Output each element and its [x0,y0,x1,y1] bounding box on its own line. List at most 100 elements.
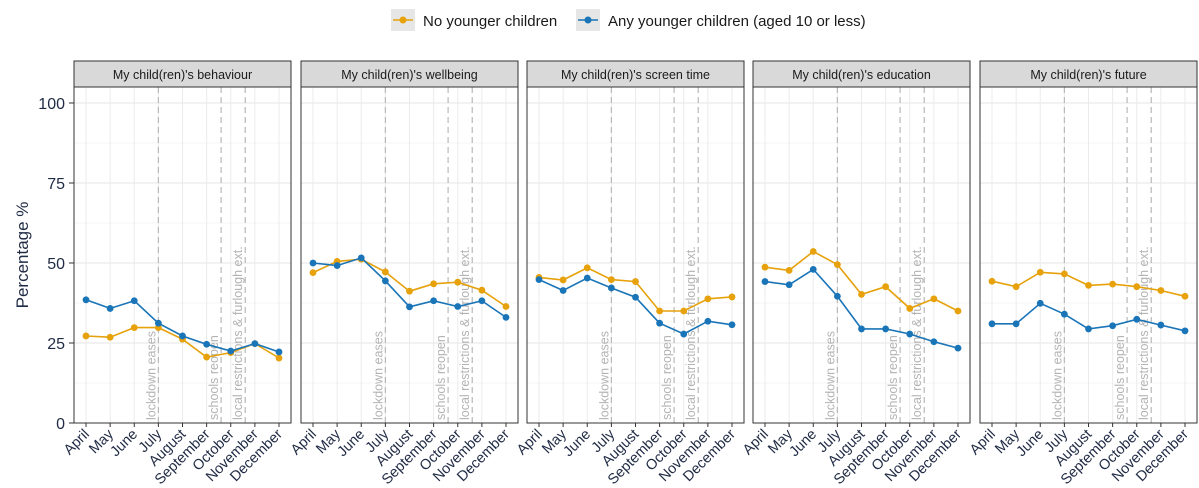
event-label-lockdown-eases: lockdown eases [597,331,611,420]
data-point [704,317,712,325]
data-point [656,307,664,315]
data-point [1133,315,1141,323]
event-label-local-restrictions-furlough-ext: local restrictions & furlough ext. [1137,246,1151,420]
panel-title: My child(ren)'s education [792,68,931,82]
data-point [309,269,317,276]
data-point [761,278,769,285]
event-label-lockdown-eases: lockdown eases [144,331,158,420]
data-point [1036,268,1044,276]
event-label-local-restrictions-furlough-ext: local restrictions & furlough ext. [231,246,245,420]
legend-key-marker [399,16,407,24]
data-point [1060,310,1068,318]
panel-my-child-ren-s-wellbeing: My child(ren)'s wellbeing lockdown eases s… [288,60,519,488]
panel-strip [300,60,519,88]
data-point [607,276,615,284]
series-any-younger-children-aged-10-or-less [761,266,962,352]
data-point [1012,283,1020,291]
data-point [106,305,114,312]
y-axis: 0 25 50 75 100 [38,96,74,433]
data-point [930,338,938,346]
data-point [988,277,996,285]
data-point [809,248,817,255]
x-tick-label: April [288,427,320,459]
data-point [154,319,162,327]
data-point [357,254,365,262]
data-point [179,332,186,340]
series-no-younger-children [988,268,1189,300]
data-point [454,278,462,286]
event-label-local-restrictions-furlough-ext: local restrictions & furlough ext. [458,246,472,420]
y-tick-label: 25 [47,336,65,353]
event-label-schools-reopen: schools reopen [434,335,448,420]
y-tick-label: 0 [56,416,65,433]
event-label-lockdown-eases: lockdown eases [823,331,837,420]
data-point [906,305,914,312]
data-point [203,340,211,348]
y-tick-label: 100 [38,96,65,113]
data-point [1109,280,1117,288]
data-point [809,266,817,273]
data-point [656,319,664,327]
data-point [309,259,317,267]
event-label-schools-reopen: schools reopen [886,335,900,420]
data-point [430,280,438,288]
data-point [1109,322,1117,330]
data-point [203,353,211,361]
data-point [106,333,114,341]
data-point [882,283,890,291]
legend-label-any-younger-children-aged-10-or-less: Any younger children (aged 10 or less) [608,13,866,30]
series-any-younger-children-aged-10-or-less [309,254,510,321]
x-tick-label: April [967,427,999,459]
event-label-lockdown-eases: lockdown eases [1050,331,1064,420]
data-point [906,330,914,338]
legend-key-marker [584,16,592,24]
data-point [1085,282,1092,289]
data-point [1181,327,1189,335]
y-tick-label: 75 [47,176,65,193]
data-point [833,292,841,300]
x-tick-label: April [61,427,93,459]
data-point [607,284,615,292]
data-point [333,262,341,269]
data-point [858,325,865,333]
data-point [930,295,938,303]
data-point [632,278,639,285]
data-point [478,297,486,305]
panel-strip [526,60,745,88]
data-point [430,297,438,305]
panel-title: My child(ren)'s future [1030,68,1146,82]
data-point [882,325,890,333]
data-point [728,321,736,329]
data-point [761,263,769,271]
data-point [1133,283,1141,291]
series-any-younger-children-aged-10-or-less [82,296,283,356]
panel-title: My child(ren)'s screen time [561,68,710,82]
data-point [251,340,259,348]
data-point [680,330,688,338]
data-point [728,293,736,301]
panel-strip [752,60,971,88]
event-label-lockdown-eases: lockdown eases [371,331,385,420]
series-no-younger-children [535,264,736,315]
data-point [954,307,962,315]
data-point [406,303,413,311]
data-point [632,293,639,301]
data-point [130,324,138,332]
panel-my-child-ren-s-future: My child(ren)'s future lockdown eases scho… [967,60,1198,488]
x-tick-label: April [514,427,546,459]
data-point [478,286,486,294]
event-label-local-restrictions-furlough-ext: local restrictions & furlough ext. [684,246,698,420]
y-tick-label: 50 [47,256,65,273]
data-point [858,290,865,298]
data-point [381,277,389,285]
data-point [680,307,688,315]
data-point [454,303,462,310]
data-point [1012,320,1020,328]
data-point [275,354,283,362]
legend-label-no-younger-children: No younger children [423,13,557,30]
panel-my-child-ren-s-education: My child(ren)'s education lockdown eases s… [740,60,971,488]
data-point [227,347,235,355]
data-point [82,332,90,340]
